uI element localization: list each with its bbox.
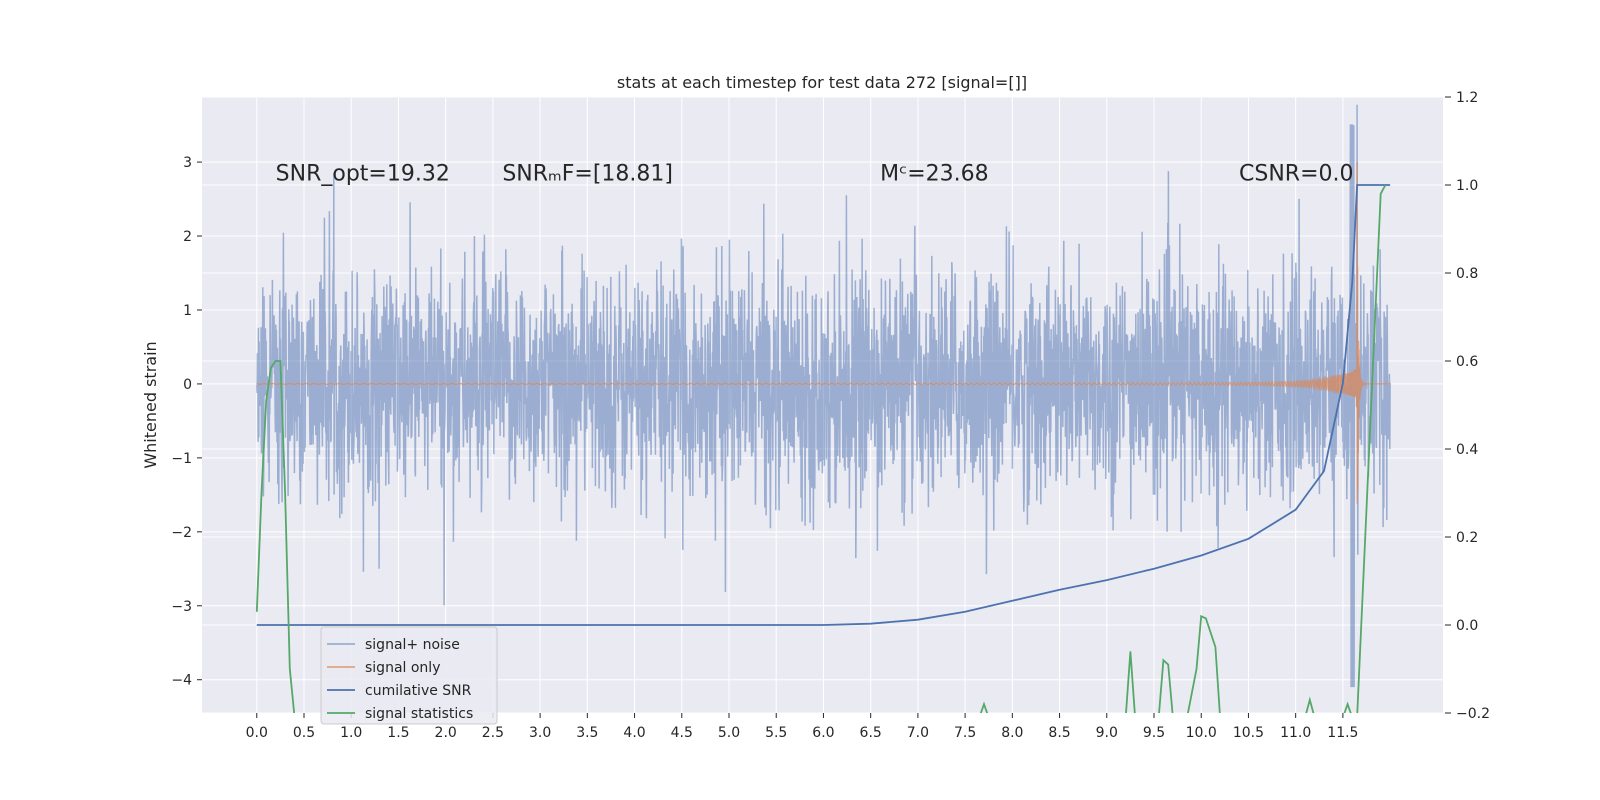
y-tick-label: 2 (183, 229, 192, 245)
annotation-text: CSNR=0.0 (1239, 162, 1354, 187)
y-tick-label: 1 (183, 303, 192, 319)
x-tick-label: 8.5 (1048, 725, 1070, 741)
series-cumilative-snr (256, 184, 1391, 626)
x-tick-label: 1.0 (340, 725, 362, 741)
series-signal-statistics (255, 184, 1387, 713)
x-tick-label: 8.0 (1001, 725, 1023, 741)
axis-ticks: 0.0 0.5 1.0 1.5 2.0 2.5 3.0 3.5 4.0 4.5 5.0 5.5 6.0 6… (171, 90, 1490, 741)
x-tick-label: 10.5 (1233, 725, 1264, 741)
annotation-text: SNRₘF=[18.81] (502, 162, 673, 187)
legend-label: signal+ noise (365, 637, 460, 653)
legend: signal+ noise signal only cumilative SNR si… (320, 626, 498, 725)
chart-title: stats at each timestep for test data 272… (617, 73, 1027, 92)
annotations: SNR_opt=19.32 SNRₘF=[18.81] Mᶜ=23.68 CSNR=0… (276, 162, 1354, 187)
signal-only-line (256, 162, 1391, 504)
legend-label: signal statistics (365, 706, 473, 722)
y2-tick-label: 0.2 (1456, 530, 1478, 546)
x-tick-label: 1.5 (387, 725, 409, 741)
x-tick-label: 2.0 (435, 725, 457, 741)
y2-tick-label: 1.2 (1456, 90, 1478, 106)
x-tick-label: 0.5 (293, 725, 315, 741)
series-signal-plus-noise (256, 104, 1391, 688)
x-tick-label: 2.5 (482, 725, 504, 741)
x-tick-label: 4.5 (671, 725, 693, 741)
signal-plus-noise-line (256, 104, 1391, 688)
x-tick-label: 6.5 (860, 725, 882, 741)
x-tick-label: 5.0 (718, 725, 740, 741)
legend-box (320, 626, 498, 725)
x-tick-label: 11.0 (1280, 725, 1311, 741)
x-tick-label: 3.5 (576, 725, 598, 741)
x-tick-label: 4.0 (623, 725, 645, 741)
x-tick-label: 3.0 (529, 725, 551, 741)
annotation-text: Mᶜ=23.68 (880, 162, 989, 187)
y2-tick-label: 0.0 (1456, 618, 1478, 634)
x-tick-label: 0.0 (246, 725, 268, 741)
x-tick-label: 5.5 (765, 725, 787, 741)
x-tick-label: 9.0 (1096, 725, 1118, 741)
plot-series (255, 104, 1391, 713)
legend-label: signal only (365, 660, 440, 676)
y-tick-label: −2 (171, 525, 192, 541)
y2-tick-label: −0.2 (1456, 706, 1490, 722)
x-tick-label: 7.0 (907, 725, 929, 741)
y-axis-label: Whitened strain (141, 341, 160, 468)
y-tick-label: 0 (183, 377, 192, 393)
y-tick-label: −3 (171, 599, 192, 615)
x-tick-label: 11.5 (1327, 725, 1358, 741)
y-tick-label: 3 (183, 155, 192, 171)
x-tick-label: 7.5 (954, 725, 976, 741)
legend-label: cumilative SNR (365, 683, 472, 699)
cumilative-snr-line (256, 184, 1391, 626)
y-tick-label: −1 (171, 451, 192, 467)
y2-tick-label: 0.8 (1456, 266, 1478, 282)
x-tick-label: 10.0 (1186, 725, 1217, 741)
annotation-text: SNR_opt=19.32 (276, 162, 450, 187)
y2-tick-label: 1.0 (1456, 178, 1478, 194)
series-signal-only (256, 162, 1391, 504)
y2-tick-label: 0.4 (1456, 442, 1478, 458)
x-tick-label: 9.5 (1143, 725, 1165, 741)
x-tick-label: 6.0 (812, 725, 834, 741)
y-tick-label: −4 (171, 673, 192, 689)
y2-tick-label: 0.6 (1456, 354, 1478, 370)
signal-statistics-line (255, 184, 1387, 713)
